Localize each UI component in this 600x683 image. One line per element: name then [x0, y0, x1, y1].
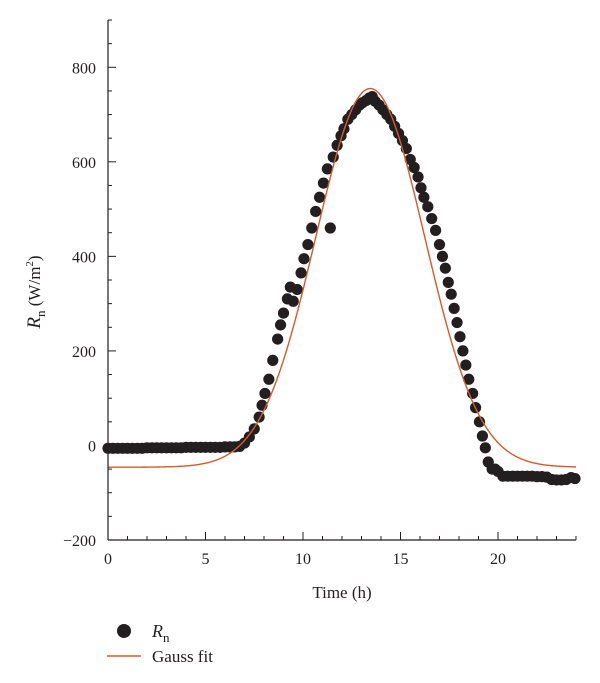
data-point [298, 253, 310, 265]
legend: Rn Gauss fit [107, 621, 213, 666]
y-axis-subscript: n [33, 310, 48, 317]
y-axis-unit-close: ) [25, 255, 44, 261]
data-point [460, 359, 472, 371]
data-point [291, 283, 303, 296]
data-point [448, 302, 460, 314]
data-point [479, 442, 491, 454]
y-axis-symbol: R [24, 317, 45, 330]
data-point [287, 295, 299, 307]
data-point [310, 205, 322, 218]
data-point [439, 262, 451, 274]
data-point [272, 333, 284, 345]
data-point [408, 161, 420, 174]
y-axis-title: Rn (W/m2) [24, 255, 48, 329]
legend-marker-points [117, 624, 131, 638]
y-tick-label: −200 [63, 533, 96, 550]
tick-labels: 0 5 10 15 20 −200 0 200 400 600 800 [63, 60, 506, 568]
y-tick-label: 0 [88, 438, 96, 455]
data-point [433, 238, 446, 251]
data-point [426, 212, 438, 225]
data-point [412, 171, 424, 183]
data-point [267, 354, 279, 366]
data-point [317, 177, 330, 189]
scatter-series [102, 90, 581, 486]
x-tick-label: 0 [104, 551, 112, 568]
data-point [243, 431, 255, 443]
data-point [445, 288, 457, 300]
data-point [422, 201, 434, 213]
axes [107, 19, 577, 541]
x-tick-label: 5 [202, 551, 210, 568]
data-point [418, 191, 430, 203]
y-tick-label: 600 [72, 155, 96, 172]
data-point [476, 430, 488, 442]
data-point [306, 222, 318, 234]
x-axis-title: Time (h) [312, 583, 371, 602]
data-point [473, 416, 486, 428]
data-point [454, 331, 466, 343]
data-point [277, 307, 290, 319]
data-point [313, 191, 326, 203]
data-point [463, 373, 475, 385]
x-tick-label: 10 [295, 551, 311, 568]
data-point [302, 238, 314, 251]
data-point [263, 373, 275, 385]
x-tick-label: 20 [490, 551, 506, 568]
data-point [259, 387, 271, 400]
data-point [415, 182, 427, 194]
fit-series [108, 87, 576, 468]
data-point [442, 276, 454, 288]
data-point [430, 224, 442, 236]
y-axis-unit: (W/m [25, 267, 44, 311]
y-tick-label: 200 [72, 344, 96, 361]
x-tick-label: 15 [393, 551, 409, 568]
data-point [457, 345, 469, 357]
data-point [321, 163, 333, 175]
gauss-fit-line [108, 87, 576, 468]
legend-label-points: Rn [151, 621, 170, 645]
y-tick-label: 800 [72, 60, 96, 77]
data-point [569, 472, 581, 485]
data-point [274, 319, 287, 331]
data-point [436, 250, 449, 262]
data-point [451, 316, 463, 329]
legend-label-fit: Gauss fit [152, 647, 213, 666]
y-axis-unit-superscript: 2 [24, 261, 36, 267]
data-point [295, 267, 307, 279]
y-tick-label: 400 [72, 249, 96, 266]
data-point [324, 222, 336, 234]
